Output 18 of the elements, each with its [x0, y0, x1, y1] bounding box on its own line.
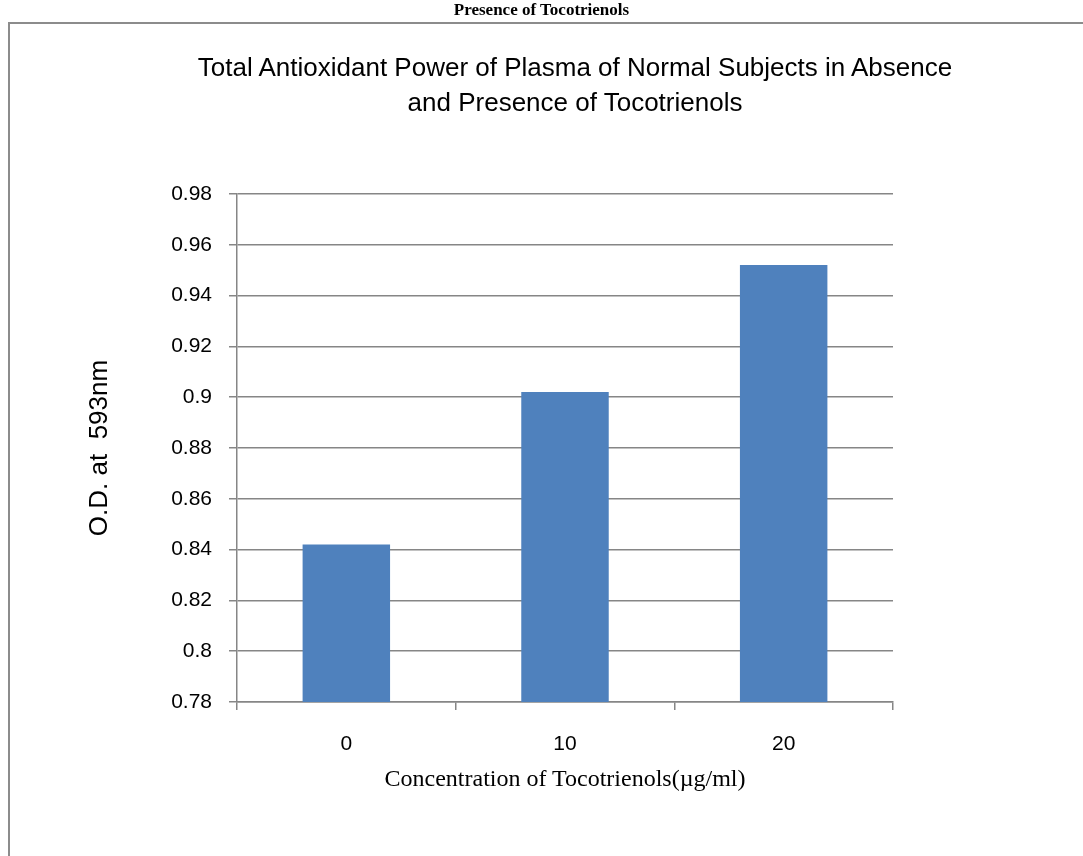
y-tick-label: 0.8	[182, 638, 212, 661]
y-tick-label: 0.78	[171, 688, 212, 712]
y-tick-label: 0.9	[182, 384, 212, 407]
x-tick-label: 0	[340, 731, 353, 755]
x-tick-label: 10	[553, 731, 577, 755]
y-tick-label: 0.92	[171, 333, 212, 357]
x-tick-label: 20	[771, 731, 796, 755]
y-tick-label: 0.84	[171, 536, 213, 560]
y-axis-title: O.D. at 593nm	[82, 359, 113, 537]
y-tick-label: 0.82	[171, 587, 212, 611]
y-tick-label: 0.98	[171, 180, 212, 204]
y-tick-label: 0.94	[171, 282, 213, 306]
text: Presence of Tocotrienols	[452, 0, 631, 20]
chart-title: Total Antioxidant Power of Plasma of Normal Subjects in Absence and Presence of Tocotrienols	[196, 51, 954, 119]
y-tick-label: 0.86	[171, 485, 212, 509]
y-tick-label: 0.88	[171, 434, 212, 458]
x-axis-title: Concentration of Tocotrienols(µg/ml)	[384, 764, 746, 791]
y-tick-label: 0.96	[171, 231, 212, 255]
